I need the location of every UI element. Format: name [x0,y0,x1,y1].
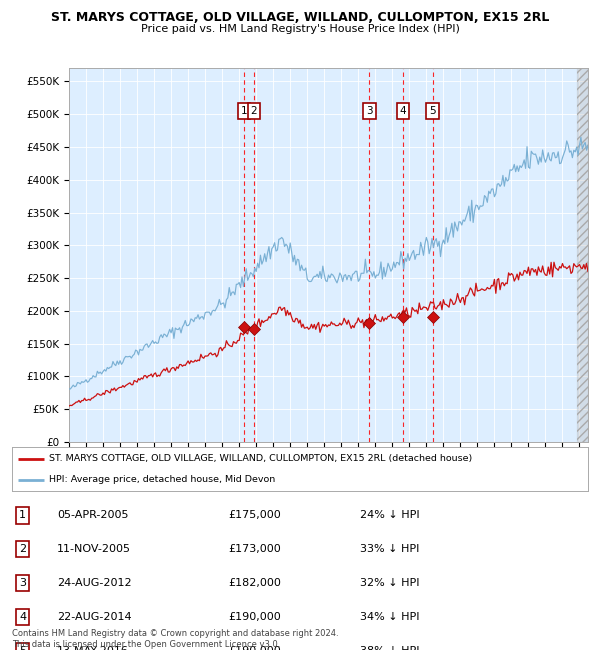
Text: £182,000: £182,000 [228,578,281,588]
Bar [577,68,588,442]
Text: 05-APR-2005: 05-APR-2005 [57,510,128,521]
Text: 33% ↓ HPI: 33% ↓ HPI [360,544,419,554]
Text: 1: 1 [241,106,247,116]
Text: ST. MARYS COTTAGE, OLD VILLAGE, WILLAND, CULLOMPTON, EX15 2RL (detached house): ST. MARYS COTTAGE, OLD VILLAGE, WILLAND,… [49,454,473,463]
Text: £190,000: £190,000 [228,645,281,650]
Text: 2: 2 [250,106,257,116]
Text: 13-MAY-2016: 13-MAY-2016 [57,645,129,650]
Text: 5: 5 [430,106,436,116]
Text: 2: 2 [19,544,26,554]
Text: 3: 3 [366,106,373,116]
Text: £173,000: £173,000 [228,544,281,554]
Text: Price paid vs. HM Land Registry's House Price Index (HPI): Price paid vs. HM Land Registry's House … [140,24,460,34]
Text: 3: 3 [19,578,26,588]
Text: 32% ↓ HPI: 32% ↓ HPI [360,578,419,588]
Bar [577,68,588,442]
Text: £190,000: £190,000 [228,612,281,622]
Text: 1: 1 [19,510,26,521]
Text: Contains HM Land Registry data © Crown copyright and database right 2024.
This d: Contains HM Land Registry data © Crown c… [12,629,338,649]
Text: £175,000: £175,000 [228,510,281,521]
Text: ST. MARYS COTTAGE, OLD VILLAGE, WILLAND, CULLOMPTON, EX15 2RL: ST. MARYS COTTAGE, OLD VILLAGE, WILLAND,… [51,11,549,24]
Text: 11-NOV-2005: 11-NOV-2005 [57,544,131,554]
Text: 38% ↓ HPI: 38% ↓ HPI [360,645,419,650]
Text: 22-AUG-2014: 22-AUG-2014 [57,612,131,622]
Text: 4: 4 [400,106,407,116]
Text: 4: 4 [19,612,26,622]
Text: 24-AUG-2012: 24-AUG-2012 [57,578,131,588]
Text: 5: 5 [19,645,26,650]
Text: 24% ↓ HPI: 24% ↓ HPI [360,510,419,521]
Text: HPI: Average price, detached house, Mid Devon: HPI: Average price, detached house, Mid … [49,475,275,484]
Text: 34% ↓ HPI: 34% ↓ HPI [360,612,419,622]
